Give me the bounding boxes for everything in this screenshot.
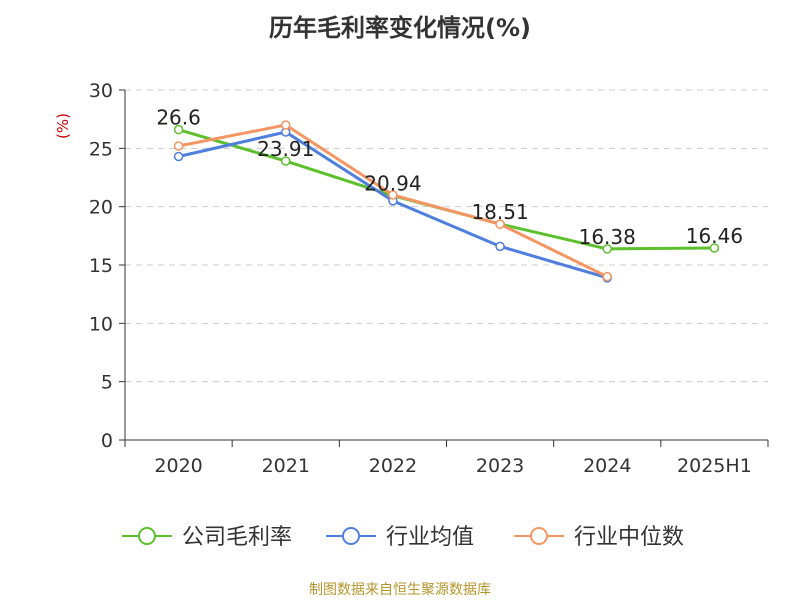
data-label: 16.38 [579, 225, 636, 249]
y-tick-label: 20 [89, 197, 113, 219]
legend-label: 公司毛利率 [182, 525, 292, 550]
legend: 公司毛利率 行业均值 行业中位数 [122, 525, 684, 550]
legend-marker [530, 527, 548, 545]
data-point [709, 243, 720, 253]
x-tick-label: 2022 [369, 455, 417, 477]
legend-marker [138, 527, 156, 545]
x-tick-label: 2021 [262, 455, 310, 477]
x-tick-label: 2023 [476, 455, 524, 477]
data-point [281, 156, 291, 166]
data-point [495, 241, 505, 252]
data-label: 23.91 [257, 137, 314, 161]
data-point [602, 271, 612, 282]
chart-title: 历年毛利率变化情况(%) [269, 14, 531, 42]
legend-marker [342, 527, 360, 545]
axes: 0 5 10 15 20 25 30 2020 2021 2022 2023 2024 2025H1 [89, 80, 769, 477]
y-tick-label: 0 [101, 430, 113, 452]
data-point [602, 244, 612, 254]
data-point [173, 151, 184, 162]
x-tick-label: 2020 [154, 455, 202, 477]
y-tick-label: 25 [89, 138, 113, 160]
data-labels: 26.6 23.91 20.94 18.51 16.38 16.46 [156, 106, 743, 249]
data-label: 20.94 [364, 172, 421, 196]
data-point [281, 120, 291, 130]
data-label: 26.6 [156, 106, 201, 130]
data-label: 16.46 [686, 224, 743, 248]
y-axis-label: (%) [54, 113, 72, 139]
x-tick-label: 2024 [583, 455, 631, 477]
y-tick-label: 15 [89, 255, 113, 277]
y-tick-label: 10 [89, 313, 113, 335]
data-label: 18.51 [471, 200, 528, 224]
data-point [495, 219, 505, 229]
grid-lines [125, 89, 768, 383]
source-note: 制图数据来自恒生聚源数据库 [309, 582, 491, 598]
y-tick-label: 5 [101, 372, 113, 394]
x-tick-label: 2025H1 [677, 455, 752, 477]
data-point [173, 124, 184, 135]
data-point [173, 141, 184, 151]
legend-label: 行业中位数 [574, 525, 684, 550]
legend-label: 行业均值 [386, 525, 474, 550]
series-lines [173, 120, 720, 283]
data-point [388, 190, 398, 200]
y-tick-label: 30 [89, 80, 113, 102]
